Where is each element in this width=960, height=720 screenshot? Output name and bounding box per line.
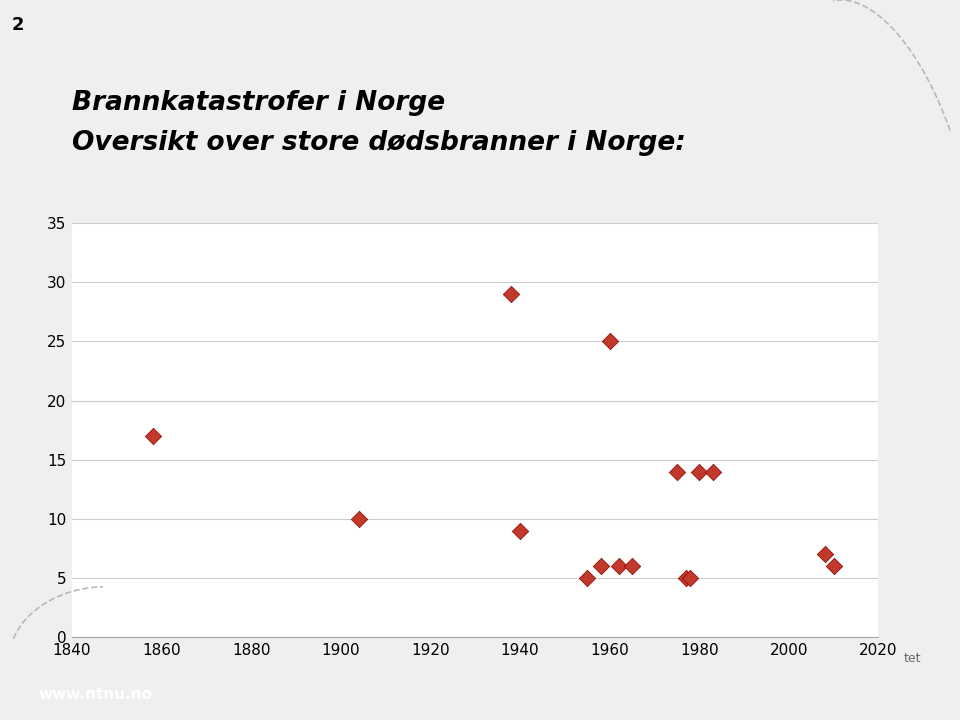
Point [678, 572, 693, 584]
Point [817, 549, 832, 560]
Point [611, 560, 626, 572]
Point [503, 289, 518, 300]
Point [669, 466, 684, 477]
Point [691, 466, 707, 477]
Point [593, 560, 609, 572]
Text: Oversikt over store dødsbranner i Norge:: Oversikt over store dødsbranner i Norge: [72, 130, 685, 156]
Point [145, 431, 160, 442]
Point [624, 560, 639, 572]
Point [580, 572, 595, 584]
Text: 2: 2 [12, 16, 24, 34]
Point [705, 466, 720, 477]
Point [683, 572, 698, 584]
Text: Brannkatastrofer i Norge: Brannkatastrofer i Norge [72, 90, 445, 116]
Point [351, 513, 367, 525]
Point [513, 525, 528, 536]
Text: tet: tet [903, 652, 921, 665]
Point [602, 336, 617, 347]
Text: www.ntnu.no: www.ntnu.no [38, 687, 153, 701]
Point [826, 560, 841, 572]
